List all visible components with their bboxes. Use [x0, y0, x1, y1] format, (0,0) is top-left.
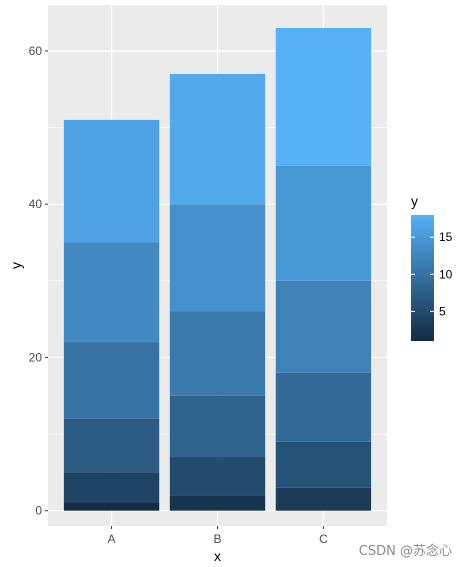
- bar-segment-b: [169, 495, 266, 511]
- bar-segment-a: [63, 418, 160, 473]
- legend-tick-label: 5: [439, 304, 446, 318]
- bar-segment-b: [169, 457, 266, 496]
- y-tick-label: 0: [35, 504, 42, 518]
- y-tick-label: 40: [29, 197, 43, 211]
- bar-segment-c: [275, 27, 372, 166]
- x-axis: A B C: [108, 526, 328, 546]
- bar-segment-a: [63, 342, 160, 419]
- x-tick-label: A: [108, 532, 116, 546]
- legend-tick-label: 15: [439, 230, 453, 244]
- y-axis: 0 20 40 60: [29, 44, 48, 518]
- bar-segment-a: [63, 242, 160, 343]
- bar-segment-b: [169, 311, 266, 396]
- bar-segment-a: [63, 503, 160, 511]
- bar-segment-c: [275, 372, 372, 442]
- legend: y 5 10 15: [411, 193, 453, 341]
- legend-ticks: 5 10 15: [411, 230, 453, 318]
- bar-segment-a: [63, 472, 160, 504]
- y-tick-label: 20: [29, 350, 43, 364]
- y-tick-label: 60: [29, 44, 43, 58]
- x-axis-title: x: [214, 548, 221, 564]
- legend-tick-label: 10: [439, 267, 453, 281]
- bar-segment-c: [275, 487, 372, 511]
- bar-segment-c: [275, 165, 372, 281]
- x-tick-label: C: [319, 532, 328, 546]
- bar-segment-a: [63, 119, 160, 243]
- y-axis-title: y: [8, 262, 24, 269]
- bar-segment-b: [169, 395, 266, 458]
- bar-segment-c: [275, 280, 372, 373]
- bar-segment-b: [169, 204, 266, 312]
- legend-title: y: [411, 193, 418, 209]
- x-tick-label: B: [213, 532, 221, 546]
- watermark: CSDN @苏念心: [358, 544, 452, 559]
- legend-colorbar: [411, 215, 434, 341]
- bar-segment-b: [169, 73, 266, 205]
- bars: [63, 27, 372, 511]
- bar-segment-c: [275, 441, 372, 488]
